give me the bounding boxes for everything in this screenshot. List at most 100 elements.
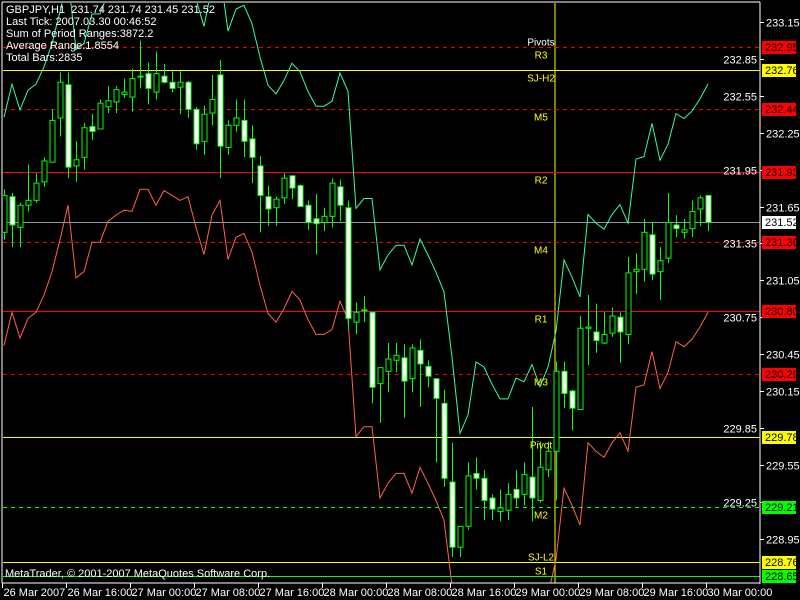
candle xyxy=(681,218,688,239)
candle-body-bull xyxy=(361,309,368,312)
candle xyxy=(3,189,8,240)
candle xyxy=(585,295,592,366)
candle-body-bear xyxy=(169,81,176,89)
candle xyxy=(665,192,672,264)
candle-body-bull xyxy=(409,347,416,380)
price-tag-sj-h2: 232.76 xyxy=(765,65,799,77)
price-tick-label: 229.55 xyxy=(766,461,800,473)
level-label-r2: R2 xyxy=(535,176,548,187)
candle xyxy=(193,106,200,150)
candle-body-bull xyxy=(681,229,688,233)
candle xyxy=(353,302,360,335)
candle-body-bull xyxy=(281,177,288,199)
candle xyxy=(697,195,704,227)
candle-body-bear xyxy=(369,311,376,388)
candle-body-bear xyxy=(673,224,680,230)
candle-body-bull xyxy=(137,75,144,78)
price-tag-bg-r1 xyxy=(762,305,796,318)
candle-body-bull xyxy=(209,98,216,114)
price-tag-bg-m4 xyxy=(762,236,796,249)
price-tick-label: 230.45 xyxy=(766,350,800,362)
price-tag-m4: 231.36 xyxy=(765,237,799,249)
candle-body-bull xyxy=(353,311,360,323)
candle xyxy=(305,200,312,230)
candle xyxy=(537,441,544,503)
price-tick-label: 232.85 xyxy=(723,55,757,67)
candle-body-bull xyxy=(393,354,400,361)
candle-body-bear xyxy=(193,108,200,145)
candle-body-bear xyxy=(649,234,656,275)
candle-body-bear xyxy=(313,218,320,225)
price-tag-pivot: 229.78 xyxy=(765,432,799,444)
candle xyxy=(529,406,536,522)
candle-body-bear xyxy=(489,497,496,510)
time-tick-label: 30 Mar 00:00 xyxy=(708,587,773,599)
candle xyxy=(489,494,496,521)
candle-body-bull xyxy=(697,197,704,210)
candle xyxy=(657,247,664,300)
candle-body-bull xyxy=(3,194,8,233)
candle xyxy=(505,483,512,521)
candle xyxy=(521,462,528,506)
candle xyxy=(257,156,264,233)
candle xyxy=(9,192,16,248)
candle xyxy=(65,72,72,179)
time-axis[interactable]: 26 Mar 2007 26 Mar 16:00 27 Mar 00:00 27 Ma… xyxy=(2,583,773,599)
level-label-r1: R1 xyxy=(535,315,548,326)
price-axis[interactable]: 233.15 232.85 232.55 232.25 231.95 231.65 231.… xyxy=(723,18,799,547)
candle xyxy=(345,200,352,330)
candle xyxy=(617,312,624,363)
candle-body-bull xyxy=(577,327,584,410)
candle xyxy=(25,164,32,212)
candle xyxy=(73,141,80,182)
candle xyxy=(121,78,128,99)
price-tag-r1: 230.80 xyxy=(765,306,799,318)
price-tag-bg-pivot xyxy=(762,431,796,444)
level-label-m3: M3 xyxy=(534,378,548,389)
price-tick-label: 231.95 xyxy=(723,166,757,178)
price-tag-bg-m2 xyxy=(762,501,796,514)
price-tick-label: 228.95 xyxy=(766,535,800,547)
upper-band-line xyxy=(3,3,709,436)
candle xyxy=(225,120,232,155)
candle-body-bull xyxy=(553,370,560,452)
candle-body-bull xyxy=(545,450,552,471)
candle-body-bear xyxy=(705,194,712,223)
candle xyxy=(441,389,448,487)
candle-body-bear xyxy=(481,477,488,501)
candle-body-bear xyxy=(473,472,480,479)
candle-body-bull xyxy=(633,268,640,273)
price-tag-bg-current xyxy=(762,216,796,229)
pivots-title: Pivots xyxy=(527,38,554,49)
candle-body-bull xyxy=(601,333,608,344)
candle xyxy=(377,367,384,423)
candle-body-bear xyxy=(417,349,424,365)
candle-body-bull xyxy=(73,159,80,167)
candle xyxy=(465,462,472,530)
price-tick-label: 231.05 xyxy=(766,276,800,288)
price-tag-bg-sj-l2 xyxy=(762,556,796,569)
time-tick-label: 27 Mar 08:00 xyxy=(196,587,261,599)
candle xyxy=(633,253,640,294)
level-label-m5: M5 xyxy=(534,113,548,124)
candle-body-bear xyxy=(345,207,352,319)
candle xyxy=(105,85,112,114)
candle-body-bull xyxy=(641,231,648,270)
price-tag-m2: 229.21 xyxy=(765,502,799,514)
candle-body-bull xyxy=(537,466,544,501)
candle xyxy=(97,99,104,130)
symbol-ohlc-readout: GBPJPY,H1 231.74 231.74 231.45 231.52 xyxy=(6,4,215,16)
time-tick-label: 29 Mar 00:00 xyxy=(516,587,581,599)
candle xyxy=(57,72,64,137)
price-tag-bg-r3 xyxy=(762,41,796,54)
candle xyxy=(185,81,192,118)
candle-body-bear xyxy=(449,481,456,548)
candle-body-bull xyxy=(465,475,472,527)
candle xyxy=(329,178,336,228)
candle xyxy=(449,442,456,558)
candle-body-bull xyxy=(121,91,128,96)
candle-body-bull xyxy=(201,113,208,142)
time-tick-label: 26 Mar 16:00 xyxy=(68,587,133,599)
